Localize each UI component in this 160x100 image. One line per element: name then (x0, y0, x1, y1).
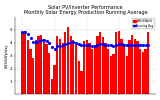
Bar (126, 56, 128, 94)
Bar (91, 49, 93, 94)
Title: Solar PV/Inverter Performance
Monthly Solar Energy Production Running Average: Solar PV/Inverter Performance Monthly So… (24, 4, 147, 15)
Point (43, 39, 45, 41)
Point (128, 44, 131, 46)
Bar (56, 36, 58, 94)
Point (21, 32, 24, 33)
Bar (51, 79, 53, 94)
Point (80, 45, 83, 46)
Point (64, 43, 67, 45)
Point (75, 42, 77, 43)
Bar (78, 61, 80, 94)
Point (131, 44, 133, 46)
Bar (147, 32, 149, 94)
Legend: kWh/kWp/d, Running Avg: kWh/kWp/d, Running Avg (132, 18, 154, 28)
Point (32, 41, 35, 43)
Bar (80, 71, 83, 94)
Bar (61, 43, 64, 94)
Point (118, 44, 120, 45)
Point (56, 46, 59, 47)
Point (59, 45, 61, 47)
Point (53, 48, 56, 50)
Point (101, 44, 104, 45)
Bar (88, 43, 91, 94)
Bar (32, 58, 34, 94)
Bar (128, 40, 131, 94)
Bar (142, 52, 144, 94)
Bar (35, 40, 37, 94)
Bar (48, 53, 50, 94)
Point (115, 44, 117, 46)
Bar (139, 49, 141, 94)
Point (93, 45, 96, 47)
Point (110, 45, 112, 46)
Bar (72, 40, 75, 94)
Y-axis label: kWh/kWp/day: kWh/kWp/day (4, 43, 8, 68)
Point (123, 44, 125, 46)
Point (48, 42, 51, 44)
Point (99, 44, 101, 45)
Bar (99, 32, 101, 94)
Bar (86, 40, 88, 94)
Bar (24, 31, 26, 94)
Point (104, 44, 107, 45)
Point (35, 41, 37, 42)
Point (67, 42, 69, 43)
Point (147, 44, 150, 46)
Point (69, 42, 72, 43)
Point (126, 45, 128, 46)
Point (144, 45, 147, 46)
Bar (110, 56, 112, 94)
Point (85, 45, 88, 46)
Bar (83, 41, 85, 94)
Bar (102, 38, 104, 94)
Point (27, 34, 29, 35)
Point (96, 44, 99, 46)
Point (83, 45, 85, 46)
Bar (118, 31, 120, 94)
Point (24, 31, 26, 32)
Bar (115, 32, 117, 94)
Point (61, 45, 64, 46)
Bar (107, 49, 109, 94)
Bar (53, 65, 56, 94)
Point (88, 45, 91, 46)
Point (136, 44, 139, 45)
Point (107, 44, 109, 46)
Bar (112, 54, 115, 94)
Bar (70, 36, 72, 94)
Point (77, 43, 80, 44)
Point (29, 37, 32, 39)
Bar (21, 32, 24, 94)
Bar (94, 45, 96, 94)
Bar (120, 39, 123, 94)
Point (45, 40, 48, 42)
Point (139, 44, 142, 46)
Bar (67, 27, 69, 94)
Point (91, 45, 93, 47)
Bar (131, 35, 133, 94)
Point (37, 40, 40, 42)
Bar (136, 41, 139, 94)
Bar (96, 36, 99, 94)
Bar (27, 40, 29, 94)
Bar (104, 43, 107, 94)
Bar (45, 44, 48, 94)
Bar (59, 39, 61, 94)
Bar (64, 32, 66, 94)
Bar (43, 39, 45, 94)
Point (120, 44, 123, 45)
Bar (29, 49, 32, 94)
Bar (75, 45, 77, 94)
Bar (40, 35, 42, 94)
Point (134, 44, 136, 45)
Bar (144, 49, 147, 94)
Point (72, 42, 75, 43)
Point (51, 46, 53, 48)
Bar (134, 39, 136, 94)
Point (142, 44, 144, 46)
Point (40, 39, 43, 41)
Bar (123, 45, 125, 94)
Bar (37, 36, 40, 94)
Point (112, 45, 115, 47)
